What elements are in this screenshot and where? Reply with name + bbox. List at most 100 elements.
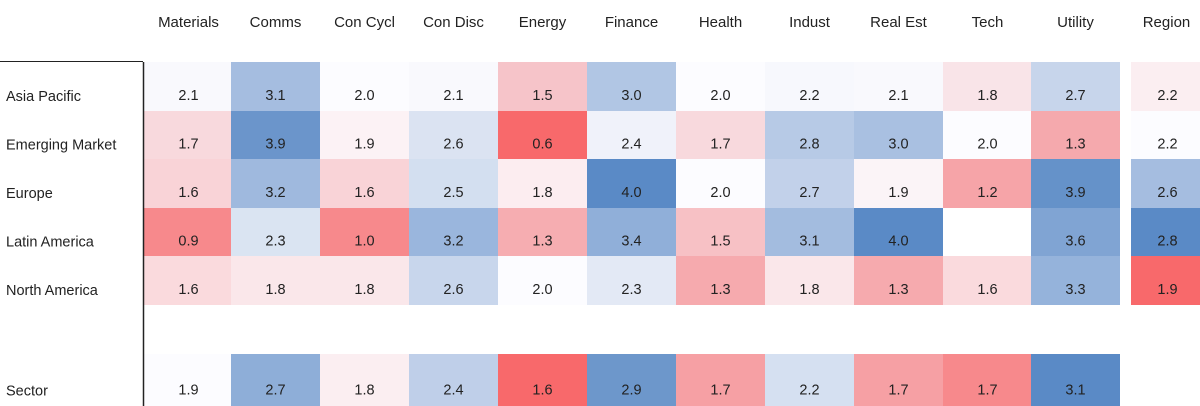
- cell-value: 1.6: [178, 185, 198, 201]
- sector-cell: [144, 354, 233, 406]
- heatmap-cell: [587, 111, 676, 159]
- cell-value: 2.0: [977, 136, 997, 152]
- heatmap-cell: [943, 111, 1032, 159]
- heatmap-cell: [854, 159, 943, 208]
- column-header-tech: Tech: [972, 14, 1004, 31]
- column-header-health: Health: [699, 14, 742, 31]
- cell-value: 1.6: [977, 282, 997, 298]
- column-header-real-est: Real Est: [870, 14, 928, 31]
- cell-value-layer: 2.1 3.1 2.0 2.1 1.5 3.0 2.0 2.2 2.1 1.8 2.7 2.2 1.7 3…: [178, 88, 1177, 398]
- heatmap-cell: [765, 256, 854, 305]
- cell-value: 1.3: [532, 233, 552, 249]
- row-label-north-america: North America: [6, 283, 99, 299]
- heatmap-cell: [409, 208, 498, 256]
- region-cell: [1131, 256, 1200, 305]
- cell-value: 1.8: [977, 88, 997, 104]
- row-label-emerging-market: Emerging Market: [6, 137, 116, 153]
- sector-value: 2.2: [799, 383, 819, 399]
- cell-value: 2.0: [354, 88, 374, 104]
- heatmap-cell: [1031, 111, 1120, 159]
- region-cell: [1131, 62, 1200, 111]
- heatmap-cell: [144, 159, 233, 208]
- cell-value: 3.3: [1065, 282, 1085, 298]
- cell-value: 2.8: [799, 136, 819, 152]
- cell-value: 1.2: [977, 185, 997, 201]
- sector-cell: [320, 354, 409, 406]
- column-header-indust: Indust: [789, 14, 831, 31]
- cell-value: 2.3: [265, 233, 285, 249]
- region-cell: [1131, 159, 1200, 208]
- cell-value: 1.8: [532, 185, 552, 201]
- heatmap-cell: [676, 62, 765, 111]
- heatmap-cell: [943, 208, 1032, 256]
- region-value: 2.2: [1157, 136, 1177, 152]
- heatmap-cell: [1031, 208, 1120, 256]
- heatmap-cell: [498, 62, 587, 111]
- cell-value: 3.0: [888, 136, 908, 152]
- cell-value: 2.2: [799, 88, 819, 104]
- heatmap-cell: [231, 256, 320, 305]
- heatmap-cell: [320, 256, 409, 305]
- cell-value: 3.2: [443, 233, 463, 249]
- heatmap-cell: [943, 159, 1032, 208]
- cell-value: 3.6: [1065, 233, 1085, 249]
- heatmap-cell: [676, 256, 765, 305]
- heatmap-cell: [854, 111, 943, 159]
- cell-value: 1.9: [354, 136, 374, 152]
- cell-value: 1.6: [354, 185, 374, 201]
- row-label-latin-america: Latin America: [6, 234, 95, 250]
- sector-cell: [943, 354, 1032, 406]
- region-cell: [1131, 111, 1200, 159]
- column-header-energy: Energy: [519, 14, 567, 31]
- heatmap-cell: [231, 208, 320, 256]
- cell-value: 3.1: [799, 233, 819, 249]
- column-header-region: Region: [1143, 14, 1191, 31]
- heatmap-cell: [765, 159, 854, 208]
- row-label-europe: Europe: [6, 186, 53, 202]
- heatmap-cell: [409, 62, 498, 111]
- heatmap-cell: [943, 256, 1032, 305]
- cell-value: 3.9: [265, 136, 285, 152]
- row-label-sector: Sector: [6, 384, 48, 400]
- heatmap-cell: [498, 208, 587, 256]
- heatmap-cell: [765, 208, 854, 256]
- heatmap-cell: [144, 111, 233, 159]
- heatmap-cell: [231, 159, 320, 208]
- sector-value: 1.8: [354, 383, 374, 399]
- sector-cell: [409, 354, 498, 406]
- sector-value: 1.7: [977, 383, 997, 399]
- heatmap-cell: [1031, 159, 1120, 208]
- heatmap-cell: [676, 111, 765, 159]
- region-cell: [1131, 208, 1200, 256]
- heatmap-cell: [765, 111, 854, 159]
- heatmap-cell: [854, 208, 943, 256]
- cell-value: 2.6: [443, 282, 463, 298]
- heatmap-cell: [676, 159, 765, 208]
- sector-cell: [587, 354, 676, 406]
- sector-cell: [854, 354, 943, 406]
- cell-value: 2.0: [532, 282, 552, 298]
- heatmap-cell: [231, 62, 320, 111]
- cell-value: 1.8: [799, 282, 819, 298]
- heatmap-cell: [587, 159, 676, 208]
- heatmap-cell: [1031, 62, 1120, 111]
- heatmap-cell: [320, 111, 409, 159]
- sector-cell: [765, 354, 854, 406]
- region-value: 1.9: [1157, 282, 1177, 298]
- region-value: 2.8: [1157, 233, 1177, 249]
- cell-value: 2.5: [443, 185, 463, 201]
- cell-value: 2.7: [799, 185, 819, 201]
- cell-value: 1.8: [354, 282, 374, 298]
- column-header-comms: Comms: [250, 14, 302, 31]
- heatmap-cell: [498, 159, 587, 208]
- column-header-finance: Finance: [605, 14, 658, 31]
- sector-value: 1.7: [710, 383, 730, 399]
- cell-value: 1.7: [178, 136, 198, 152]
- heatmap-cell: [498, 256, 587, 305]
- cell-value: 1.6: [178, 282, 198, 298]
- cell-value: 3.0: [621, 88, 641, 104]
- sector-cell: [498, 354, 587, 406]
- column-header-con-disc: Con Disc: [423, 14, 484, 31]
- sector-value: 1.6: [532, 383, 552, 399]
